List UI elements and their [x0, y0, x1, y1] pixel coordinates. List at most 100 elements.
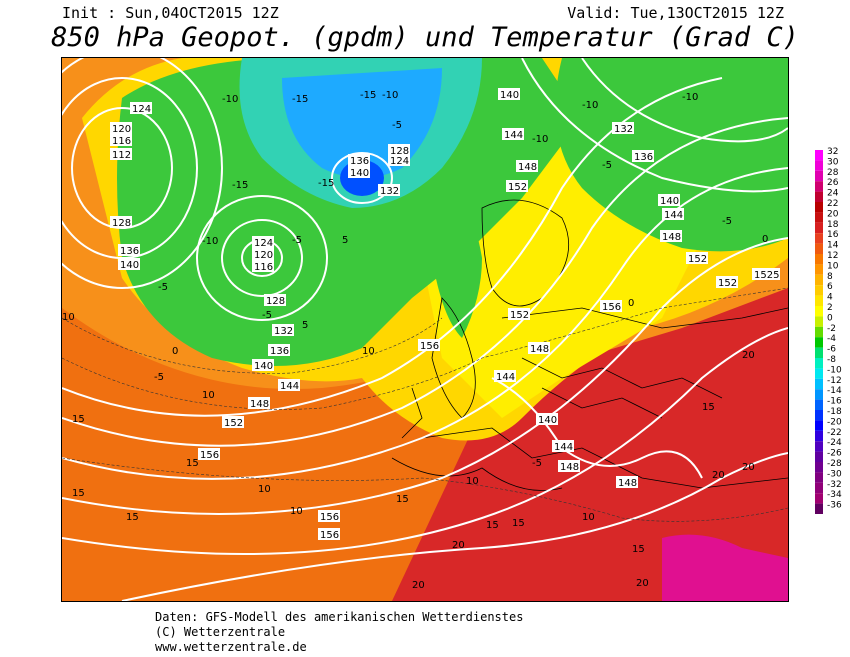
temp-label-20e: 20: [742, 462, 755, 473]
geo-label-148d: 148: [530, 344, 549, 355]
temp-label-m10d: -10: [682, 92, 698, 103]
geo-label-152c: 152: [688, 254, 707, 265]
legend-swatch: [815, 399, 823, 410]
geo-label-140e: 140: [660, 196, 679, 207]
temp-label-10d: 10: [258, 484, 271, 495]
temp-label-m15a: -15: [292, 94, 308, 105]
legend-label: 32: [827, 147, 838, 157]
temp-label-m10f: -10: [532, 134, 548, 145]
legend-scale: 32302826242220181614121086420-2-4-6-8-10…: [815, 147, 842, 514]
init-time-label: Init : Sun,04OCT2015 12Z: [62, 4, 279, 22]
temp-label-15d: 15: [126, 512, 139, 523]
legend-swatch: [815, 410, 823, 421]
legend-label: -14: [827, 386, 842, 396]
geo-label-136d: 136: [634, 152, 653, 163]
geo-label-144b: 144: [504, 130, 523, 141]
geo-label-148c: 148: [662, 232, 681, 243]
geo-label-140c: 140: [350, 168, 369, 179]
map-canvas: 124 120 116 112 128 136 140 124 120 116 …: [62, 58, 788, 601]
temp-label-15c: 15: [72, 488, 85, 499]
temp-label-m10b: -10: [382, 90, 398, 101]
legend-label: -12: [827, 376, 842, 386]
legend-label: -22: [827, 428, 842, 438]
geo-label-124d: 124: [390, 156, 409, 167]
geo-label-124b: 124: [254, 238, 273, 249]
geo-label-140: 140: [120, 260, 139, 271]
geo-label-148b: 148: [518, 162, 537, 173]
legend-swatch: [815, 160, 823, 171]
geo-label-136: 136: [120, 246, 139, 257]
map-title: 850 hPa Geopot. (gpdm) und Temperatur (G…: [51, 22, 799, 53]
legend-swatch: [815, 254, 823, 265]
legend-label: -36: [827, 501, 842, 511]
legend-label: -30: [827, 469, 842, 479]
temp-label-10e: 10: [290, 506, 303, 517]
temp-field-green-west: [117, 58, 582, 366]
geo-label-152d: 152: [718, 278, 737, 289]
legend-swatch: [815, 462, 823, 473]
footer-url[interactable]: www.wetterzentrale.de: [155, 640, 307, 654]
legend-swatch: [815, 264, 823, 275]
temp-label-m5a: -5: [392, 120, 402, 131]
legend-label: 8: [827, 272, 833, 282]
temp-label-15e: 15: [396, 494, 409, 505]
geo-label-144c: 144: [664, 210, 683, 221]
temp-label-m15d: -15: [318, 178, 334, 189]
legend-swatch: [815, 191, 823, 202]
legend-label: 30: [827, 157, 839, 167]
legend-label: -34: [827, 490, 842, 500]
geo-label-112: 112: [112, 150, 131, 161]
legend-swatch: [815, 430, 823, 442]
geo-label-116b: 116: [254, 262, 273, 273]
legend-label: 22: [827, 199, 838, 209]
geo-label-156: 156: [200, 450, 219, 461]
temp-label-10c: 10: [62, 312, 75, 323]
legend-swatch: [815, 306, 823, 317]
legend-label: 14: [827, 241, 839, 251]
geo-label-132b: 132: [380, 186, 399, 197]
geo-label-140d: 140: [500, 90, 519, 101]
legend-swatch: [815, 316, 823, 327]
temp-label-20a: 20: [452, 540, 465, 551]
temperature-labels: -10 -15 -15 -5 -10 -15 -15 -10 5 -5 -5 -…: [62, 90, 768, 591]
temperature-legend: 32 30 28 26 24 22 20 18 16 14 12 10 8 6 4 2 0 -2 -4 -6 -8 -10…: [813, 146, 850, 516]
geo-label-156e: 156: [420, 341, 439, 352]
geo-label-144e: 144: [554, 442, 573, 453]
weather-map: 124 120 116 112 128 136 140 124 120 116 …: [61, 57, 789, 602]
geo-label-148: 148: [250, 399, 269, 410]
valid-time-label: Valid: Tue,13OCT2015 12Z: [567, 4, 784, 22]
geo-label-148e: 148: [560, 462, 579, 473]
legend-swatch: [815, 441, 823, 452]
legend-label: -8: [827, 355, 836, 365]
legend-label: -10: [827, 365, 842, 375]
temp-label-15f: 15: [486, 520, 499, 531]
temp-label-0a: 0: [172, 346, 178, 357]
legend-swatch: [815, 378, 823, 390]
legend-swatch: [815, 285, 823, 296]
geo-label-124: 124: [132, 104, 151, 115]
legend-label: -18: [827, 407, 842, 417]
temp-label-15h: 15: [632, 544, 645, 555]
legend-label: -24: [827, 438, 842, 448]
legend-label: -28: [827, 459, 842, 469]
legend-label: -20: [827, 417, 842, 427]
legend-swatch: [815, 243, 823, 254]
legend-swatch: [815, 503, 823, 514]
temp-label-0c: 0: [628, 298, 634, 309]
legend-swatch: [815, 150, 823, 161]
temp-label-15i: 15: [702, 402, 715, 413]
temp-field-hot: [392, 278, 788, 601]
legend-swatch: [815, 202, 823, 213]
temp-label-10a: 10: [202, 390, 215, 401]
temp-label-10f: 10: [466, 476, 479, 487]
temp-label-m10c: -10: [202, 236, 218, 247]
temperature-contours: [62, 287, 788, 522]
temp-label-20d: 20: [742, 350, 755, 361]
temp-label-5a: 5: [342, 235, 348, 246]
legend-label: 24: [827, 189, 839, 199]
legend-swatch: [815, 170, 823, 182]
temp-label-m15c: -15: [232, 180, 248, 191]
legend-swatch: [815, 295, 823, 306]
footer-data-source: Daten: GFS-Modell des amerikanischen Wet…: [155, 610, 524, 624]
temp-label-m15b: -15: [360, 90, 376, 101]
